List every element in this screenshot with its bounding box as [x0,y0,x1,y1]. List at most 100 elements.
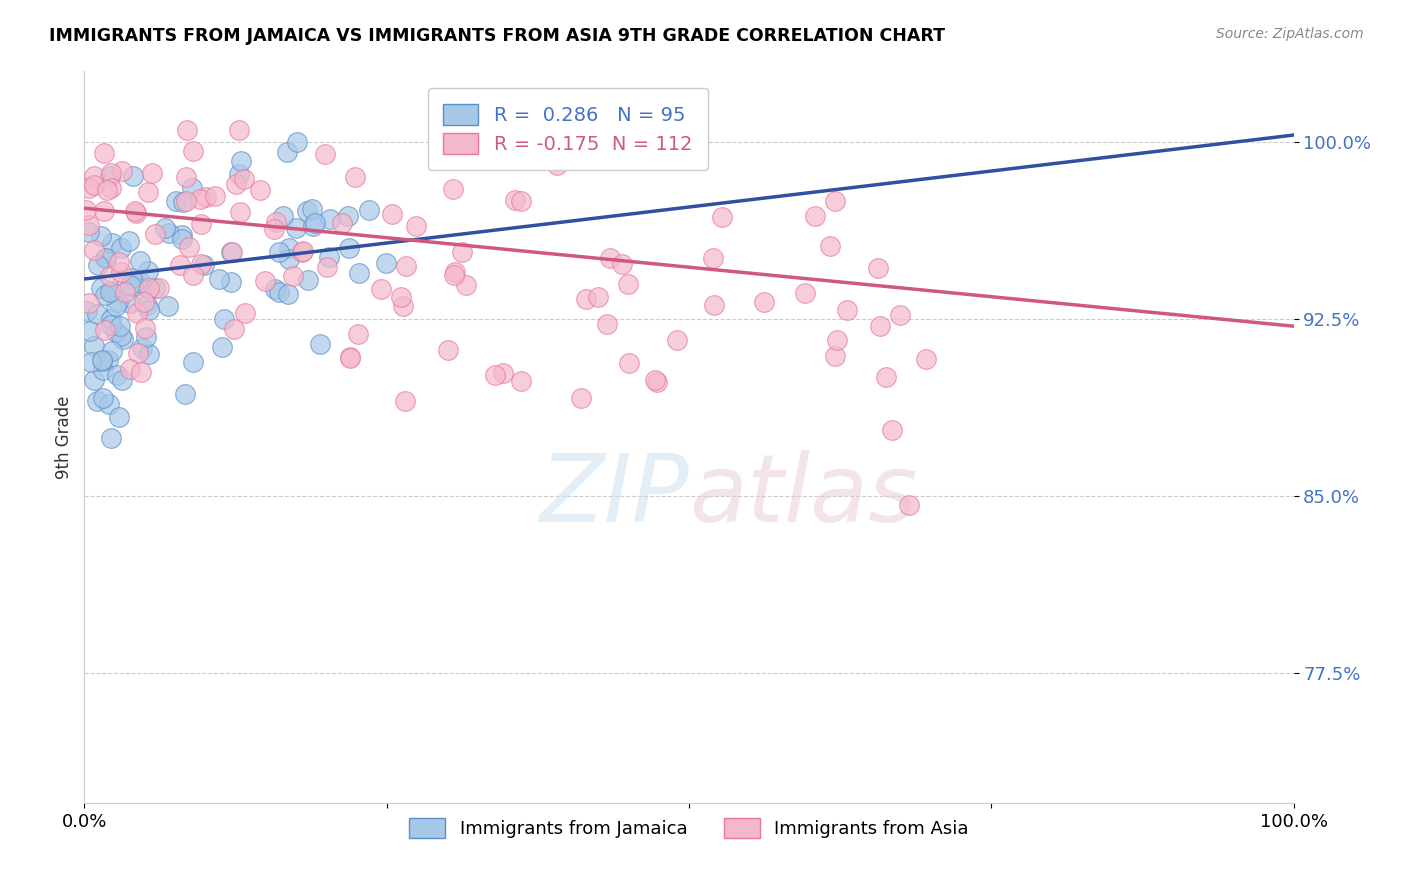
Point [110,241,132,255]
Point [118,234,141,248]
Point [100,166,122,180]
Point [224,322,246,336]
Point [96,183,118,197]
Point [794,285,817,300]
Point [100,285,122,299]
Point [337,209,360,223]
Point [703,298,725,312]
Point [219,245,242,260]
Point [308,337,330,351]
Point [174,194,197,209]
Point [188,192,211,206]
Point [207,272,229,286]
Point [134,321,156,335]
Point [484,368,506,382]
Point [121,271,143,285]
Point [100,180,122,194]
Point [339,351,361,366]
Point [100,285,122,299]
Point [228,123,250,137]
Point [278,241,301,255]
Point [575,292,598,306]
Point [825,333,848,347]
Point [297,273,319,287]
Point [617,356,640,370]
Point [128,253,150,268]
Point [121,279,143,293]
Point [180,181,202,195]
Point [232,172,254,186]
Point [509,374,531,388]
Point [90,352,112,367]
Point [314,147,336,161]
Point [118,296,141,310]
Point [90,281,112,295]
Point [569,391,592,405]
Point [610,257,633,271]
Point [710,210,733,224]
Point [337,242,360,256]
Point [211,340,233,354]
Point [596,317,619,331]
Point [285,135,308,149]
Text: Source: ZipAtlas.com: Source: ZipAtlas.com [1216,27,1364,41]
Point [450,245,472,260]
Point [93,288,115,302]
Point [264,282,287,296]
Point [93,145,115,160]
Point [118,362,141,376]
Point [221,245,243,260]
Point [170,227,193,242]
Point [108,409,131,424]
Point [105,299,128,313]
Point [122,169,145,183]
Point [83,338,105,352]
Point [91,391,114,405]
Point [509,194,531,208]
Point [443,268,465,282]
Point [108,319,131,334]
Point [90,229,112,244]
Point [131,341,153,355]
Point [108,255,131,269]
Point [77,218,100,232]
Point [136,185,159,199]
Point [824,349,846,363]
Point [228,167,250,181]
Point [101,344,124,359]
Point [83,373,105,387]
Point [599,251,621,265]
Point [302,219,325,233]
Point [86,394,108,409]
Point [110,265,132,279]
Point [177,240,200,254]
Point [370,282,392,296]
Point [79,325,101,339]
Point [138,346,160,360]
Point [277,252,299,266]
Point [183,268,205,282]
Point [492,366,515,380]
Point [138,303,160,318]
Point [93,204,115,219]
Point [301,202,323,216]
Point [127,345,149,359]
Point [889,308,911,322]
Point [76,303,98,318]
Point [77,225,100,239]
Point [79,354,101,368]
Point [172,195,194,210]
Point [389,289,412,303]
Point [120,278,142,293]
Point [281,268,304,283]
Point [304,216,326,230]
Point [315,260,337,274]
Point [752,295,775,310]
Point [392,299,415,313]
Point [100,318,122,332]
Point [193,258,215,272]
Point [374,256,396,270]
Point [357,203,380,218]
Point [271,209,294,223]
Point [868,260,890,275]
